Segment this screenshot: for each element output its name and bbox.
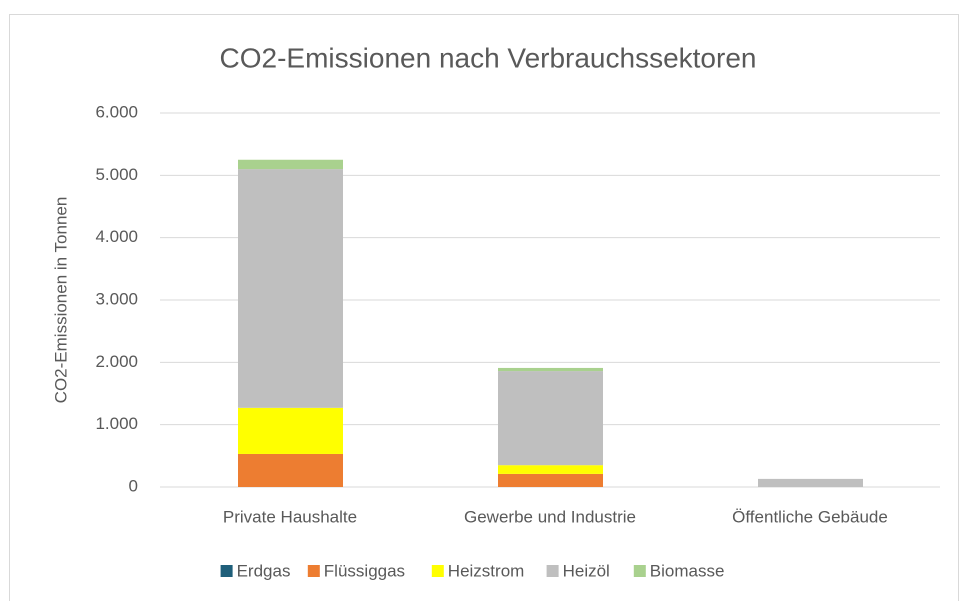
bar-segment bbox=[238, 159, 343, 170]
bar-segment bbox=[238, 169, 343, 408]
chart-border bbox=[9, 14, 959, 601]
legend-swatch bbox=[633, 565, 646, 577]
y-tick-label: 4.000 bbox=[95, 227, 138, 246]
x-tick-label: Öffentliche Gebäude bbox=[732, 507, 888, 526]
y-tick-label: 6.000 bbox=[95, 102, 138, 121]
bar-segment bbox=[498, 371, 603, 466]
legend-label: Heizöl bbox=[563, 561, 610, 580]
legend-swatch bbox=[220, 565, 233, 577]
bar-segment bbox=[498, 465, 603, 474]
bar-segment bbox=[238, 407, 343, 454]
legend-label: Flüssiggas bbox=[324, 561, 405, 580]
bar-segment bbox=[498, 473, 603, 487]
legend-swatch bbox=[431, 565, 444, 577]
bar-segment bbox=[758, 478, 863, 487]
chart-title: CO2-Emissionen nach Verbrauchssektoren bbox=[220, 42, 757, 73]
legend-label: Biomasse bbox=[650, 561, 725, 580]
y-tick-label: 0 bbox=[129, 476, 138, 495]
legend-swatch bbox=[307, 565, 320, 577]
y-axis-label: CO2-Emissionen in Tonnen bbox=[51, 197, 70, 404]
y-tick-label: 5.000 bbox=[95, 165, 138, 184]
legend-label: Erdgas bbox=[237, 561, 291, 580]
legend-swatch bbox=[546, 565, 559, 577]
x-tick-label: Private Haushalte bbox=[223, 507, 357, 526]
legend-label: Heizstrom bbox=[448, 561, 525, 580]
bar-segment bbox=[498, 367, 603, 372]
y-tick-label: 1.000 bbox=[95, 414, 138, 433]
y-tick-label: 2.000 bbox=[95, 352, 138, 371]
y-tick-label: 3.000 bbox=[95, 289, 138, 308]
x-tick-label: Gewerbe und Industrie bbox=[464, 507, 636, 526]
bar-segment bbox=[238, 453, 343, 487]
